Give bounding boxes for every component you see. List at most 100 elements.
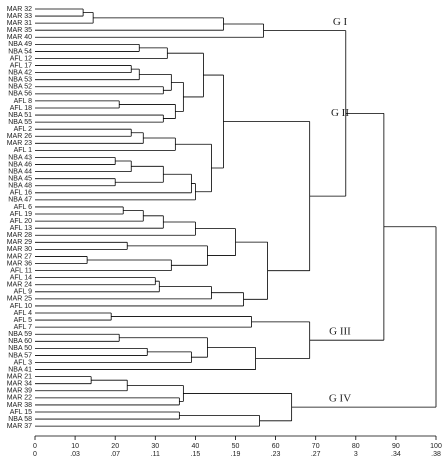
dendrogram-link (35, 23, 264, 38)
dendrogram-link (35, 333, 120, 342)
dendrogram-link (35, 280, 160, 293)
leaf-label: NBA 52 (8, 84, 32, 91)
x2-tick-label: .38 (431, 451, 441, 458)
leaf-label: AFL 15 (10, 409, 32, 416)
leaf-label: NBA 50 (8, 345, 32, 352)
leaf-label: MAR 23 (7, 140, 32, 147)
leaf-label: NBA 55 (8, 119, 32, 126)
dendrogram-link (35, 137, 176, 151)
dendrogram-link (175, 143, 212, 193)
x2-tick-label: 0 (33, 451, 37, 458)
dendrogram-link (291, 226, 437, 408)
leaf-label: AFL 13 (10, 225, 32, 232)
dendrogram-link (251, 321, 311, 359)
leaf-label: MAR 26 (7, 133, 32, 140)
leaf-label: MAR 32 (7, 6, 32, 13)
leaf-label: AFL 16 (10, 190, 32, 197)
leaf-label: AFL 5 (14, 317, 33, 324)
dendrogram-link (35, 43, 140, 52)
leaf-label: AFL 20 (10, 218, 32, 225)
leaf-label: MAR 29 (7, 239, 32, 246)
leaf-label: NBA 56 (8, 91, 32, 98)
dendrogram-link (115, 165, 164, 183)
dendrogram-link (35, 114, 164, 123)
x-tick-label: 80 (352, 443, 360, 450)
x2-tick-label: .03 (70, 451, 80, 458)
leaf-label: AFL 3 (14, 359, 33, 366)
leaf-label: AFL 10 (10, 303, 32, 310)
leaf-label: MAR 24 (7, 282, 32, 289)
dendrogram-link (35, 379, 128, 392)
dendrogram-link (127, 385, 184, 402)
dendrogram-link (35, 12, 94, 24)
dendrogram-link (35, 173, 192, 194)
leaf-label: AFL 11 (10, 267, 32, 274)
leaf-label: MAR 22 (7, 395, 32, 402)
dendrogram-link (35, 351, 192, 363)
dendrogram-link (309, 112, 385, 341)
dendrogram-link (35, 411, 180, 420)
dendrogram-link (35, 397, 180, 406)
dendrogram-link (183, 393, 293, 422)
leaf-label: NBA 59 (8, 331, 32, 338)
dendrogram-link (223, 121, 311, 272)
x2-tick-label: .23 (271, 451, 281, 458)
leaf-label: AFL 19 (10, 211, 32, 218)
x-tick-label: 60 (272, 443, 280, 450)
dendrogram-link (35, 415, 260, 427)
dendrogram-link (35, 68, 140, 81)
leaf-label: AFL 7 (14, 324, 33, 331)
dendrogram-link (139, 73, 172, 91)
leaf-label: NBA 42 (8, 69, 32, 76)
x2-tick-label: .27 (311, 451, 321, 458)
x-tick-label: 0 (33, 443, 37, 450)
leaf-label: NBA 54 (8, 48, 32, 55)
dendrogram-link (35, 100, 120, 109)
leaf-label: NBA 43 (8, 154, 32, 161)
leaf-label: MAR 28 (7, 232, 32, 239)
leaf-label: MAR 37 (7, 423, 32, 430)
leaf-label: NBA 46 (8, 161, 32, 168)
x-tick-label: 50 (232, 443, 240, 450)
x-tick-label: 10 (71, 443, 79, 450)
leaf-label: AFL 18 (10, 105, 32, 112)
group-label: G I (333, 16, 348, 28)
dendrogram-link (35, 128, 132, 137)
group-label: G III (329, 326, 351, 338)
leaf-label: AFL 1 (14, 147, 33, 154)
dendrogram-link (171, 81, 184, 112)
leaf-label: AFL 17 (10, 62, 32, 69)
x-tick-label: 100 (430, 443, 442, 450)
dendrogram-link (35, 17, 224, 31)
group-label: G IV (329, 393, 351, 405)
leaf-label: MAR 38 (7, 402, 32, 409)
leaf-label: MAR 31 (7, 20, 32, 27)
dendrogram-link (35, 178, 116, 187)
dendrogram-link (35, 157, 116, 165)
dendrogram-link (35, 347, 148, 356)
leaf-label: MAR 34 (7, 381, 32, 388)
leaf-label: MAR 35 (7, 27, 32, 34)
dendrogram-link (35, 86, 164, 95)
leaf-label: MAR 36 (7, 260, 32, 267)
x-tick-label: 30 (151, 443, 159, 450)
dendrogram-link (127, 245, 208, 266)
dendrogram-link (195, 228, 236, 256)
leaf-label: NBA 51 (8, 112, 32, 119)
leaf-label: MAR 30 (7, 246, 32, 253)
leaf-label: NBA 41 (8, 366, 32, 373)
leaf-label: MAR 25 (7, 296, 32, 303)
leaf-label: NBA 53 (8, 77, 32, 84)
leaf-label: MAR 39 (7, 388, 32, 395)
leaf-label: NBA 58 (8, 416, 32, 423)
dendrogram-link (35, 259, 172, 271)
leaf-label: AFL 8 (14, 98, 33, 105)
x2-tick-label: .19 (231, 451, 241, 458)
x-tick-label: 40 (192, 443, 200, 450)
leaf-label: NBA 44 (8, 168, 32, 175)
leaf-label: NBA 49 (8, 41, 32, 48)
leaf-label: NBA 47 (8, 197, 32, 204)
leaf-label: AFL 12 (10, 55, 32, 62)
leaf-label: AFL 4 (14, 310, 33, 317)
leaf-label: MAR 40 (7, 34, 32, 41)
